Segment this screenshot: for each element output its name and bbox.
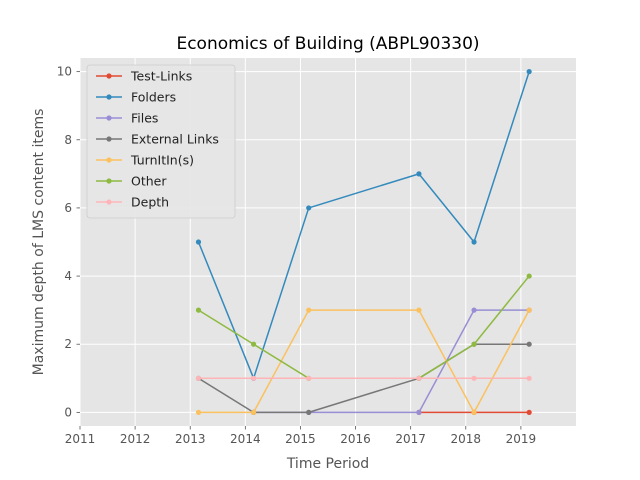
y-tick-label: 10	[57, 65, 72, 79]
legend-label: External Links	[131, 132, 219, 147]
legend-item: Test-Links	[96, 69, 192, 84]
data-point-folders	[416, 171, 422, 177]
data-point-turnitin-s	[416, 307, 422, 313]
legend-marker	[106, 94, 112, 100]
data-point-turnitin-s	[306, 307, 312, 313]
legend-label: Other	[131, 174, 167, 189]
data-point-turnitin-s	[251, 409, 257, 415]
data-point-other	[471, 341, 477, 347]
legend-item: Folders	[96, 90, 176, 105]
legend-label: Folders	[131, 90, 176, 105]
legend-label: Depth	[131, 195, 169, 210]
x-tick-label: 2012	[120, 432, 151, 446]
data-point-folders	[471, 239, 477, 245]
legend-marker	[106, 199, 112, 205]
y-tick-label: 2	[64, 337, 72, 351]
x-tick-label: 2011	[65, 432, 96, 446]
series-line-turnitin-s	[198, 309, 530, 414]
data-point-depth	[416, 375, 422, 381]
data-point-turnitin-s	[526, 307, 532, 313]
data-point-files	[471, 307, 477, 313]
data-point-depth	[195, 375, 202, 381]
data-point-turnitin-s	[195, 409, 202, 415]
data-point-folders	[306, 205, 312, 211]
x-tick-label: 2014	[230, 432, 261, 446]
data-point-test-links	[526, 409, 532, 415]
legend-marker	[106, 115, 112, 121]
data-point-other	[251, 341, 257, 347]
legend: Test-Links Folders Files External Links Turn…	[86, 64, 236, 219]
legend-label: TurnItIn(s)	[130, 153, 194, 168]
series-turnitin-s	[195, 307, 532, 415]
data-point-files	[416, 409, 422, 415]
data-point-folders	[195, 239, 202, 245]
data-point-depth	[306, 375, 312, 381]
y-tick-label: 6	[64, 201, 72, 215]
data-point-depth	[251, 375, 257, 381]
series-line-folders	[197, 71, 530, 380]
data-point-folders	[526, 69, 532, 75]
legend-item: TurnItIn(s)	[96, 153, 194, 168]
legend-marker	[106, 136, 112, 142]
legend-marker	[106, 73, 112, 79]
x-axis-label: Time Period	[286, 456, 369, 472]
legend-item: Other	[96, 174, 167, 189]
series-lines	[195, 69, 532, 415]
legend-item: Depth	[96, 195, 169, 210]
data-point-depth	[471, 375, 477, 381]
x-tick-label: 2013	[175, 432, 206, 446]
legend-label: Test-Links	[130, 69, 192, 84]
data-point-depth	[526, 375, 532, 381]
series-line-external-links	[198, 343, 530, 414]
data-point-external-links	[306, 409, 312, 415]
y-tick-label: 8	[64, 133, 72, 147]
data-point-external-links	[526, 341, 532, 347]
chart-title: Economics of Building (ABPL90330)	[176, 34, 479, 54]
legend-marker	[106, 157, 112, 163]
tick-labels: 2011 2012 2013 2014 2015 2016 2017 2018 2019 0 2 4 6…	[57, 65, 536, 446]
legend-box	[86, 64, 236, 219]
x-tick-label: 2019	[506, 432, 537, 446]
x-tick-label: 2016	[340, 432, 371, 446]
legend-label: Files	[131, 111, 158, 126]
x-tick-label: 2015	[285, 432, 316, 446]
y-axis-label: Maximum depth of LMS content items	[31, 109, 47, 376]
y-tick-label: 4	[64, 269, 72, 283]
series-folders	[195, 69, 532, 381]
data-point-turnitin-s	[471, 409, 477, 415]
legend-marker	[106, 178, 112, 184]
legend-item: Files	[96, 111, 158, 126]
y-tick-label: 0	[64, 405, 72, 419]
x-tick-label: 2017	[395, 432, 426, 446]
data-point-other	[195, 307, 202, 313]
legend-item: External Links	[96, 132, 219, 147]
x-tick-label: 2018	[451, 432, 482, 446]
series-depth	[195, 375, 532, 381]
data-point-other	[526, 273, 532, 279]
